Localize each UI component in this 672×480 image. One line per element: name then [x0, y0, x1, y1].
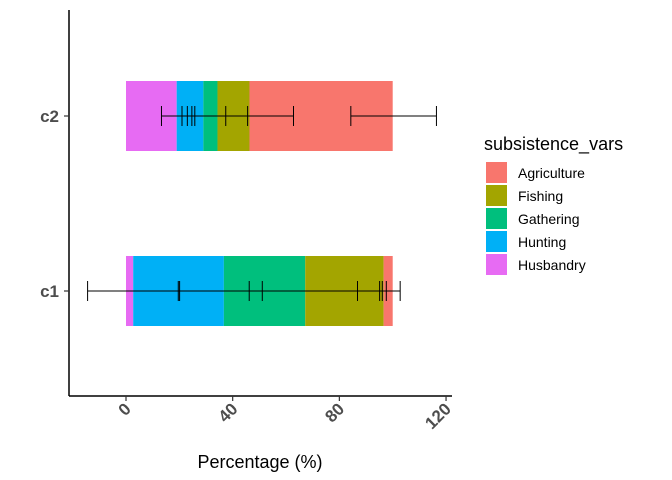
- error-bar-c1-agriculture: [87, 281, 263, 301]
- legend-label: Hunting: [518, 234, 566, 250]
- legend-swatch: [486, 231, 507, 252]
- y-tick-label-c2: c2: [40, 107, 59, 126]
- legend-title: subsistence_vars: [484, 134, 623, 155]
- y-tick-label-c1: c1: [40, 282, 59, 301]
- legend-swatch: [486, 162, 507, 183]
- legend-swatch: [486, 208, 507, 229]
- legend-item-gathering: Gathering: [486, 208, 579, 229]
- legend-label: Gathering: [518, 211, 579, 227]
- x-axis-title: Percentage (%): [197, 452, 322, 472]
- legend: subsistence_vars Agriculture Fishing Gathe…: [484, 134, 623, 275]
- error-bars-layer: [87, 106, 437, 301]
- legend-label: Husbandry: [518, 257, 586, 273]
- x-tick-label-40: 40: [215, 399, 242, 426]
- x-ticks-layer: 0 40 80 120: [115, 396, 455, 433]
- legend-item-hunting: Hunting: [486, 231, 566, 252]
- bars-layer: [126, 81, 393, 326]
- legend-item-agriculture: Agriculture: [486, 162, 585, 183]
- legend-item-husbandry: Husbandry: [486, 254, 586, 275]
- error-bar-c2-agriculture: [350, 106, 437, 126]
- x-tick-label-120: 120: [421, 399, 454, 432]
- y-ticks-layer: c2 c1: [40, 107, 69, 301]
- legend-swatch: [486, 254, 507, 275]
- x-tick-label-0: 0: [115, 399, 135, 419]
- legend-label: Agriculture: [518, 165, 585, 181]
- error-bar-c2-fishing: [194, 106, 294, 126]
- legend-label: Fishing: [518, 188, 563, 204]
- axes-layer: [68, 10, 452, 397]
- legend-swatch: [486, 185, 507, 206]
- x-tick-label-80: 80: [321, 399, 348, 426]
- legend-item-fishing: Fishing: [486, 185, 563, 206]
